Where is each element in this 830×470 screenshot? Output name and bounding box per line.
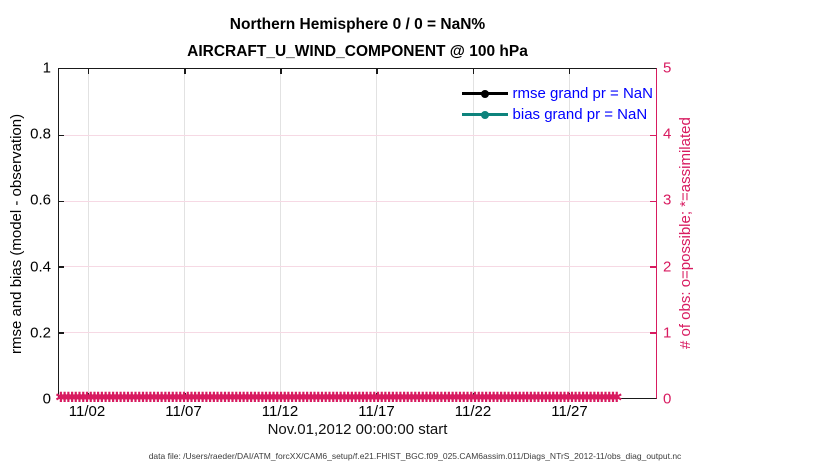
x-tick-mark-bottom <box>376 393 378 398</box>
left-y-tick-label: 0.2 <box>30 324 51 342</box>
right-y-tick-label: 2 <box>663 258 672 276</box>
right-y-tick-labels: 5 4 3 2 1 0 <box>663 60 703 408</box>
legend-line-sample <box>461 89 508 98</box>
x-tick-mark-top <box>568 69 571 74</box>
right-y-tick-label: 1 <box>663 324 672 342</box>
y-tick-mark-right <box>650 332 656 334</box>
legend-line-sample <box>461 110 508 119</box>
x-tick-mark-bottom <box>184 393 186 398</box>
x-gridline <box>280 69 282 398</box>
legend-label: rmse grand pr = NaN <box>512 85 653 102</box>
right-y-tick-label: 0 <box>663 390 672 408</box>
legend-marker-dot <box>480 89 489 98</box>
x-gridline <box>472 69 474 398</box>
right-y-tick-label: 5 <box>663 59 672 77</box>
x-tick-mark-top <box>184 69 186 74</box>
x-tick-label: 11/12 <box>261 403 299 420</box>
y-gridline <box>59 266 656 268</box>
legend-marker-dot <box>480 110 489 119</box>
x-tick-label: 11/27 <box>551 403 588 420</box>
right-y-tick-label: 3 <box>663 191 672 209</box>
y-tick-mark-left <box>59 200 64 203</box>
x-gridline <box>184 69 186 398</box>
y-gridline <box>59 332 656 334</box>
x-tick-labels: 11/02 11/07 11/12 11/17 11/22 11/27 <box>58 403 657 421</box>
x-tick-mark-top <box>376 69 378 74</box>
left-y-tick-label: 0.4 <box>30 258 51 276</box>
x-tick-mark-top <box>280 69 282 74</box>
x-axis-label: Nov.01,2012 00:00:00 start <box>267 421 448 438</box>
left-y-tick-label: 1 <box>42 59 51 77</box>
legend-row: bias grand pr = NaN <box>461 105 653 124</box>
y-tick-mark-right <box>650 134 656 137</box>
x-tick-mark-bottom <box>87 393 90 398</box>
y-tick-mark-right <box>650 200 656 203</box>
x-tick-label: 11/07 <box>165 403 202 420</box>
legend-label: bias grand pr = NaN <box>512 106 648 123</box>
left-y-tick-labels: 1 0.8 0.6 0.4 0.2 0 <box>0 60 51 408</box>
x-tick-mark-bottom <box>472 393 475 398</box>
x-tick-label: 11/22 <box>454 403 492 420</box>
chart-title-line1: Northern Hemisphere 0 / 0 = NaN% <box>229 16 486 33</box>
left-y-tick-label: 0 <box>42 390 51 408</box>
x-tick-label: 11/02 <box>68 403 106 420</box>
chart-title-line2: AIRCRAFT_U_WIND_COMPONENT @ 100 hPa <box>187 43 528 60</box>
y-gridline <box>59 200 656 202</box>
x-tick-mark-top <box>472 69 475 74</box>
x-gridline <box>376 69 378 398</box>
y-tick-mark-left <box>59 332 64 334</box>
y-tick-mark-left <box>59 134 64 137</box>
x-gridline <box>568 69 570 398</box>
left-y-tick-label: 0.6 <box>30 191 51 209</box>
x-tick-mark-bottom <box>280 393 282 398</box>
x-tick-mark-bottom <box>568 393 571 398</box>
legend-row: rmse grand pr = NaN <box>461 84 653 103</box>
y-tick-mark-right <box>650 266 656 268</box>
plot-area: rmse grand pr = NaN bias grand pr = NaN ✱… <box>55 68 657 404</box>
x-gridline <box>87 69 89 398</box>
data-file-caption: data file: /Users/raeder/DAI/ATM_forcXX/… <box>148 451 682 461</box>
legend: rmse grand pr = NaN bias grand pr = NaN <box>461 84 653 124</box>
y-gridline <box>59 134 656 136</box>
left-y-tick-label: 0.8 <box>30 125 51 143</box>
x-tick-label: 11/17 <box>358 403 395 420</box>
y-tick-mark-left <box>59 266 64 268</box>
chart-title-block: Northern Hemisphere 0 / 0 = NaN% AIRCRAF… <box>58 11 657 65</box>
x-tick-mark-top <box>87 69 90 74</box>
right-y-tick-label: 4 <box>663 125 672 143</box>
